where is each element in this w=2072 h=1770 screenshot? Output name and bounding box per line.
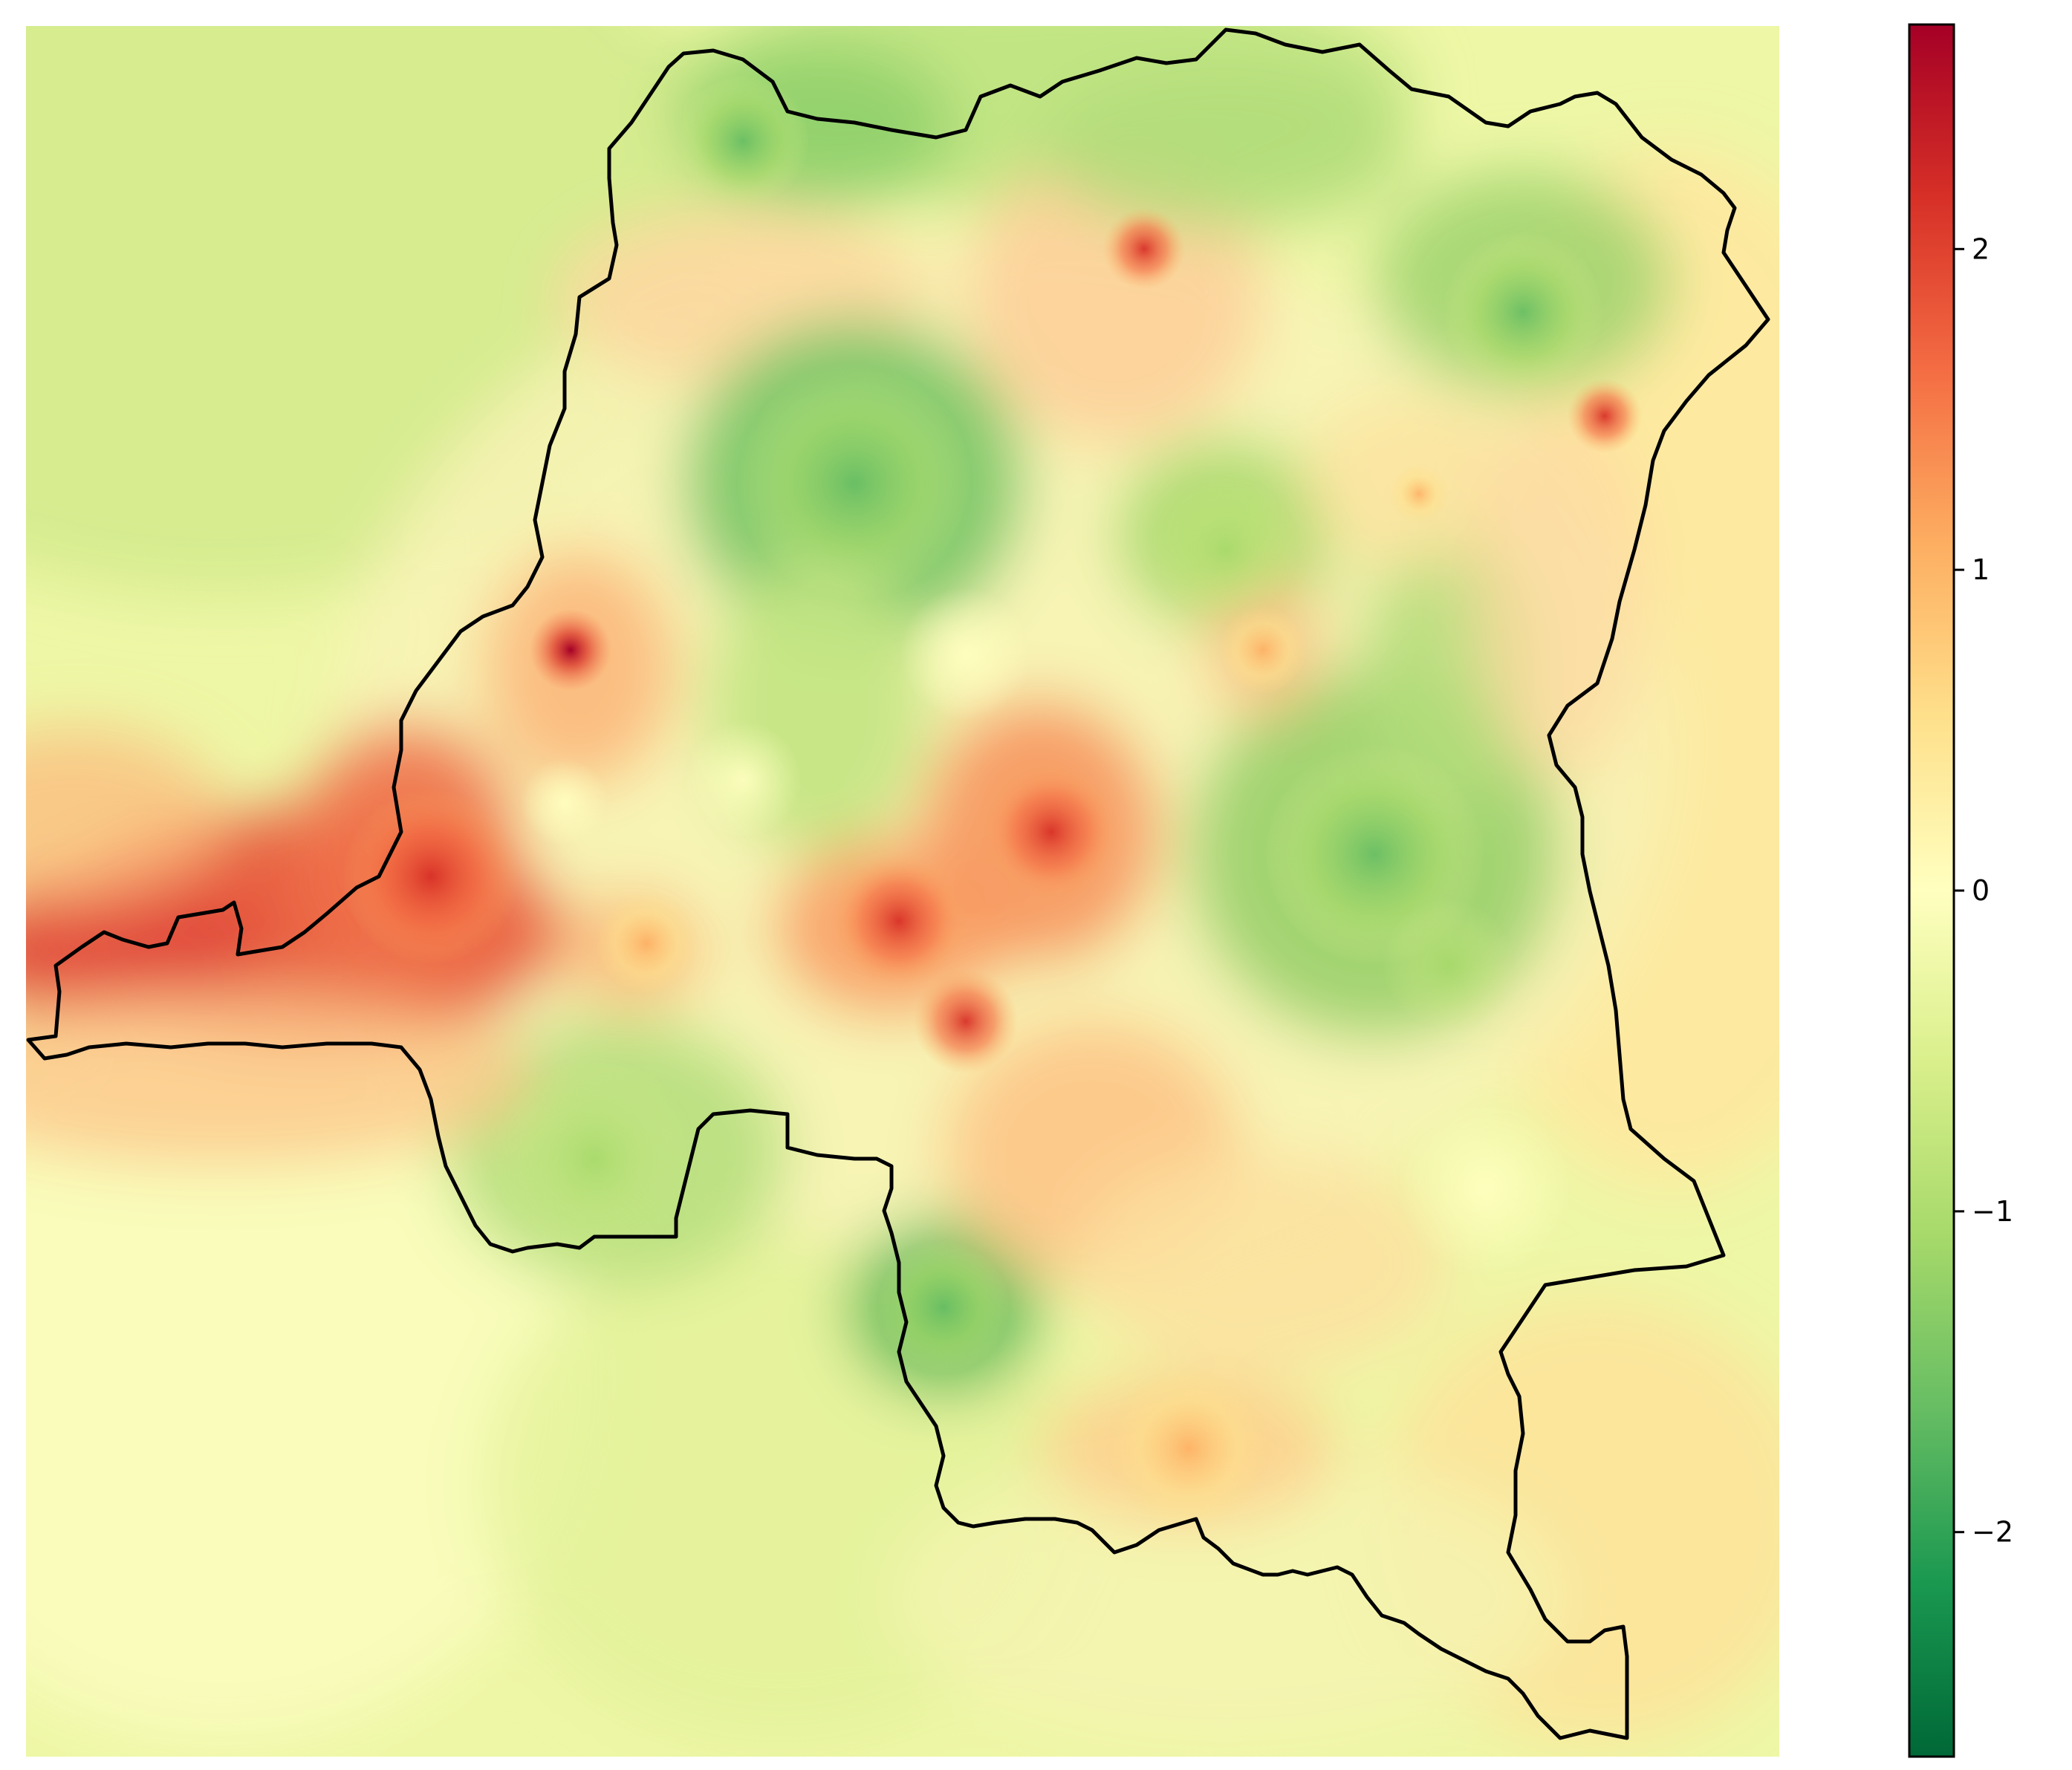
colorbar-ticks: 2 1 0 −1 −2 xyxy=(1954,232,2013,1549)
colorbar-tick-label: 1 xyxy=(1972,553,1990,586)
colorbar-tick-label: 0 xyxy=(1972,874,1990,907)
colorbar-tick-label: 2 xyxy=(1972,232,1990,265)
map-surface xyxy=(26,26,1779,1757)
colorbar-gradient xyxy=(1908,23,1955,1758)
colorbar: 2 1 0 −1 −2 xyxy=(1908,23,2013,1758)
colorbar-tick-label: −1 xyxy=(1972,1195,2013,1228)
country-border xyxy=(26,27,1770,1740)
colorbar-tick-label: −2 xyxy=(1972,1516,2013,1549)
